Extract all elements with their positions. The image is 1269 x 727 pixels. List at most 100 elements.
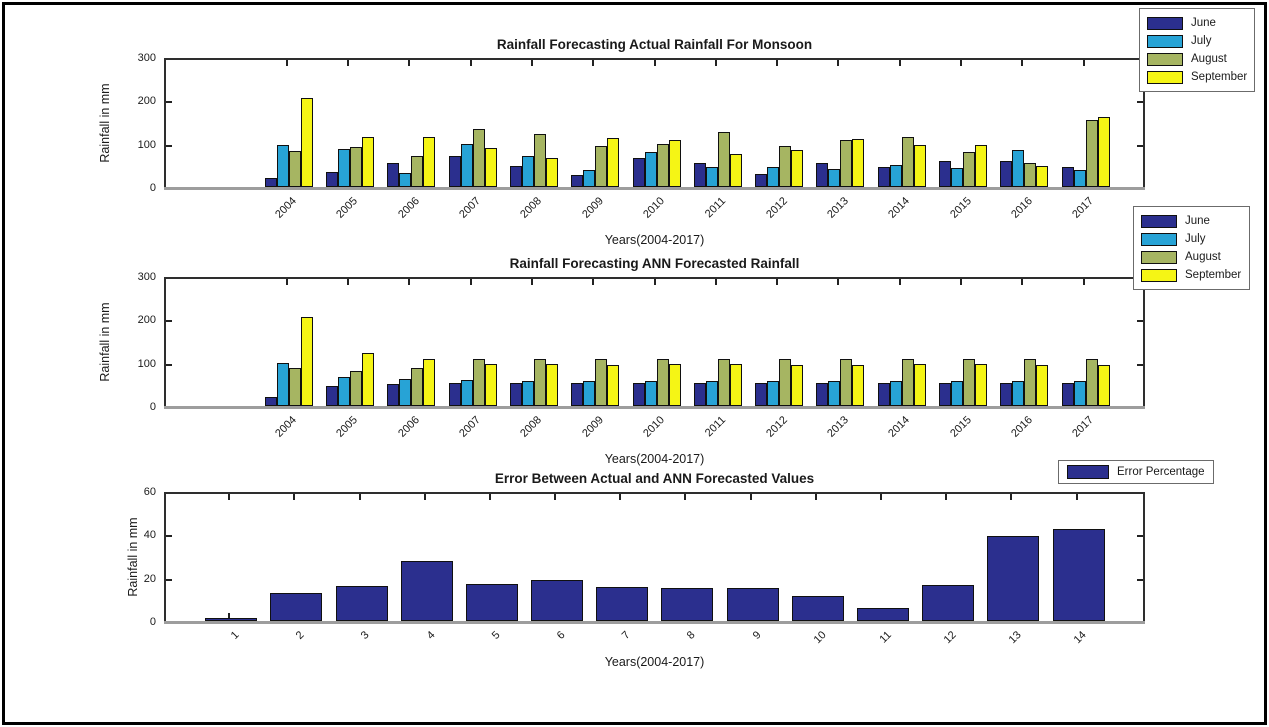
july-swatch bbox=[1141, 232, 1177, 246]
x-tick-mark bbox=[1021, 60, 1024, 66]
x-tick-mark bbox=[814, 494, 817, 500]
x-tick-mark bbox=[423, 494, 426, 500]
bar-july-2014 bbox=[889, 165, 902, 187]
bar-june-2013 bbox=[816, 163, 829, 187]
bar-september-2014 bbox=[913, 364, 926, 406]
y-tick-label: 0 bbox=[149, 616, 156, 628]
bar-june-2012 bbox=[755, 383, 768, 406]
bar-june-2004 bbox=[264, 178, 277, 187]
bar-july-2011 bbox=[705, 381, 718, 406]
bar-error-percentage-11 bbox=[857, 608, 909, 621]
x-tick-mark bbox=[408, 279, 411, 285]
x-tick-mark bbox=[619, 494, 622, 500]
x-tick-mark bbox=[837, 60, 840, 66]
legend-label: September bbox=[1185, 269, 1242, 281]
bar-june-2009 bbox=[571, 175, 584, 187]
bar-august-2006 bbox=[411, 368, 424, 406]
bar-july-2015 bbox=[951, 168, 964, 187]
x-tick-mark bbox=[285, 60, 288, 66]
bar-august-2013 bbox=[840, 359, 853, 406]
bar-july-2009 bbox=[583, 381, 596, 406]
bar-june-2008 bbox=[509, 383, 522, 406]
bar-august-2011 bbox=[717, 359, 730, 406]
y-tick-mark bbox=[166, 101, 172, 104]
legend-actual-rainfall: June July August September bbox=[1139, 8, 1255, 92]
y-tick-label: 0 bbox=[149, 401, 156, 413]
bar-july-2017 bbox=[1073, 170, 1086, 187]
y-tick-mark bbox=[166, 144, 172, 147]
bar-june-2014 bbox=[877, 167, 890, 187]
chart-title: Rainfall Forecasting Actual Rainfall For… bbox=[496, 37, 813, 52]
x-tick-mark bbox=[346, 279, 349, 285]
bar-july-2012 bbox=[767, 381, 780, 406]
september-swatch bbox=[1147, 70, 1183, 84]
bar-june-2017 bbox=[1061, 383, 1074, 406]
bar-july-2017 bbox=[1073, 381, 1086, 406]
bar-august-2004 bbox=[288, 368, 301, 406]
bar-september-2013 bbox=[852, 139, 865, 187]
error-percentage-swatch bbox=[1067, 465, 1109, 479]
x-tick-mark bbox=[293, 494, 296, 500]
bar-september-2011 bbox=[729, 364, 742, 406]
bar-september-2008 bbox=[545, 364, 558, 406]
bar-september-2016 bbox=[1036, 166, 1049, 187]
y-tick-mark bbox=[1137, 578, 1143, 581]
x-tick-mark bbox=[714, 279, 717, 285]
bar-june-2015 bbox=[939, 383, 952, 406]
bar-june-2007 bbox=[448, 156, 461, 187]
bar-error-percentage-10 bbox=[791, 596, 844, 621]
bar-june-2004 bbox=[264, 397, 277, 406]
x-tick-mark bbox=[776, 60, 779, 66]
bar-july-2014 bbox=[889, 381, 902, 406]
bar-june-2010 bbox=[632, 158, 645, 187]
bar-august-2014 bbox=[901, 137, 914, 187]
bar-september-2007 bbox=[484, 364, 497, 406]
x-tick-mark bbox=[228, 494, 231, 500]
bar-june-2010 bbox=[632, 383, 645, 406]
legend-label: Error Percentage bbox=[1117, 466, 1205, 478]
bar-september-2017 bbox=[1097, 117, 1110, 187]
x-tick-mark bbox=[592, 279, 595, 285]
bar-june-2015 bbox=[939, 161, 952, 187]
y-tick-label: 200 bbox=[137, 314, 156, 327]
bar-error-percentage-8 bbox=[661, 588, 714, 621]
y-tick-mark bbox=[1137, 535, 1143, 538]
legend-label: July bbox=[1191, 35, 1212, 47]
x-tick-mark bbox=[530, 60, 533, 66]
x-tick-mark bbox=[776, 279, 779, 285]
bar-june-2013 bbox=[816, 383, 829, 406]
y-tick-label: 60 bbox=[143, 486, 156, 498]
bar-june-2005 bbox=[325, 386, 338, 406]
x-axis-label: Years(2004-2017) bbox=[604, 452, 705, 466]
bar-september-2010 bbox=[668, 140, 681, 187]
y-tick-label: 300 bbox=[137, 271, 156, 283]
bar-july-2010 bbox=[644, 381, 657, 406]
y-tick-label: 0 bbox=[149, 182, 156, 194]
x-tick-mark bbox=[960, 279, 963, 285]
bar-july-2015 bbox=[951, 381, 964, 406]
x-axis-baseline bbox=[164, 187, 1145, 190]
plot-area bbox=[164, 58, 1145, 190]
bar-august-2015 bbox=[963, 359, 976, 406]
bar-july-2012 bbox=[767, 167, 780, 187]
bar-july-2008 bbox=[521, 156, 534, 187]
bar-september-2010 bbox=[668, 364, 681, 406]
x-tick-mark bbox=[1082, 60, 1085, 66]
bar-june-2008 bbox=[509, 166, 522, 187]
legend-item-june: June bbox=[1147, 14, 1246, 32]
bar-august-2004 bbox=[288, 151, 301, 187]
legend-label: June bbox=[1185, 215, 1210, 227]
x-tick-mark bbox=[880, 494, 882, 500]
bar-august-2016 bbox=[1024, 163, 1037, 187]
bar-august-2005 bbox=[349, 147, 362, 187]
bar-august-2007 bbox=[472, 359, 485, 406]
bar-july-2016 bbox=[1012, 381, 1025, 406]
legend-item-error-percentage: Error Percentage bbox=[1067, 464, 1205, 480]
bar-july-2013 bbox=[828, 169, 841, 187]
bar-september-2015 bbox=[975, 364, 988, 406]
legend-item-august: August bbox=[1141, 248, 1241, 266]
bar-july-2006 bbox=[399, 173, 412, 187]
x-tick-mark bbox=[898, 279, 901, 285]
